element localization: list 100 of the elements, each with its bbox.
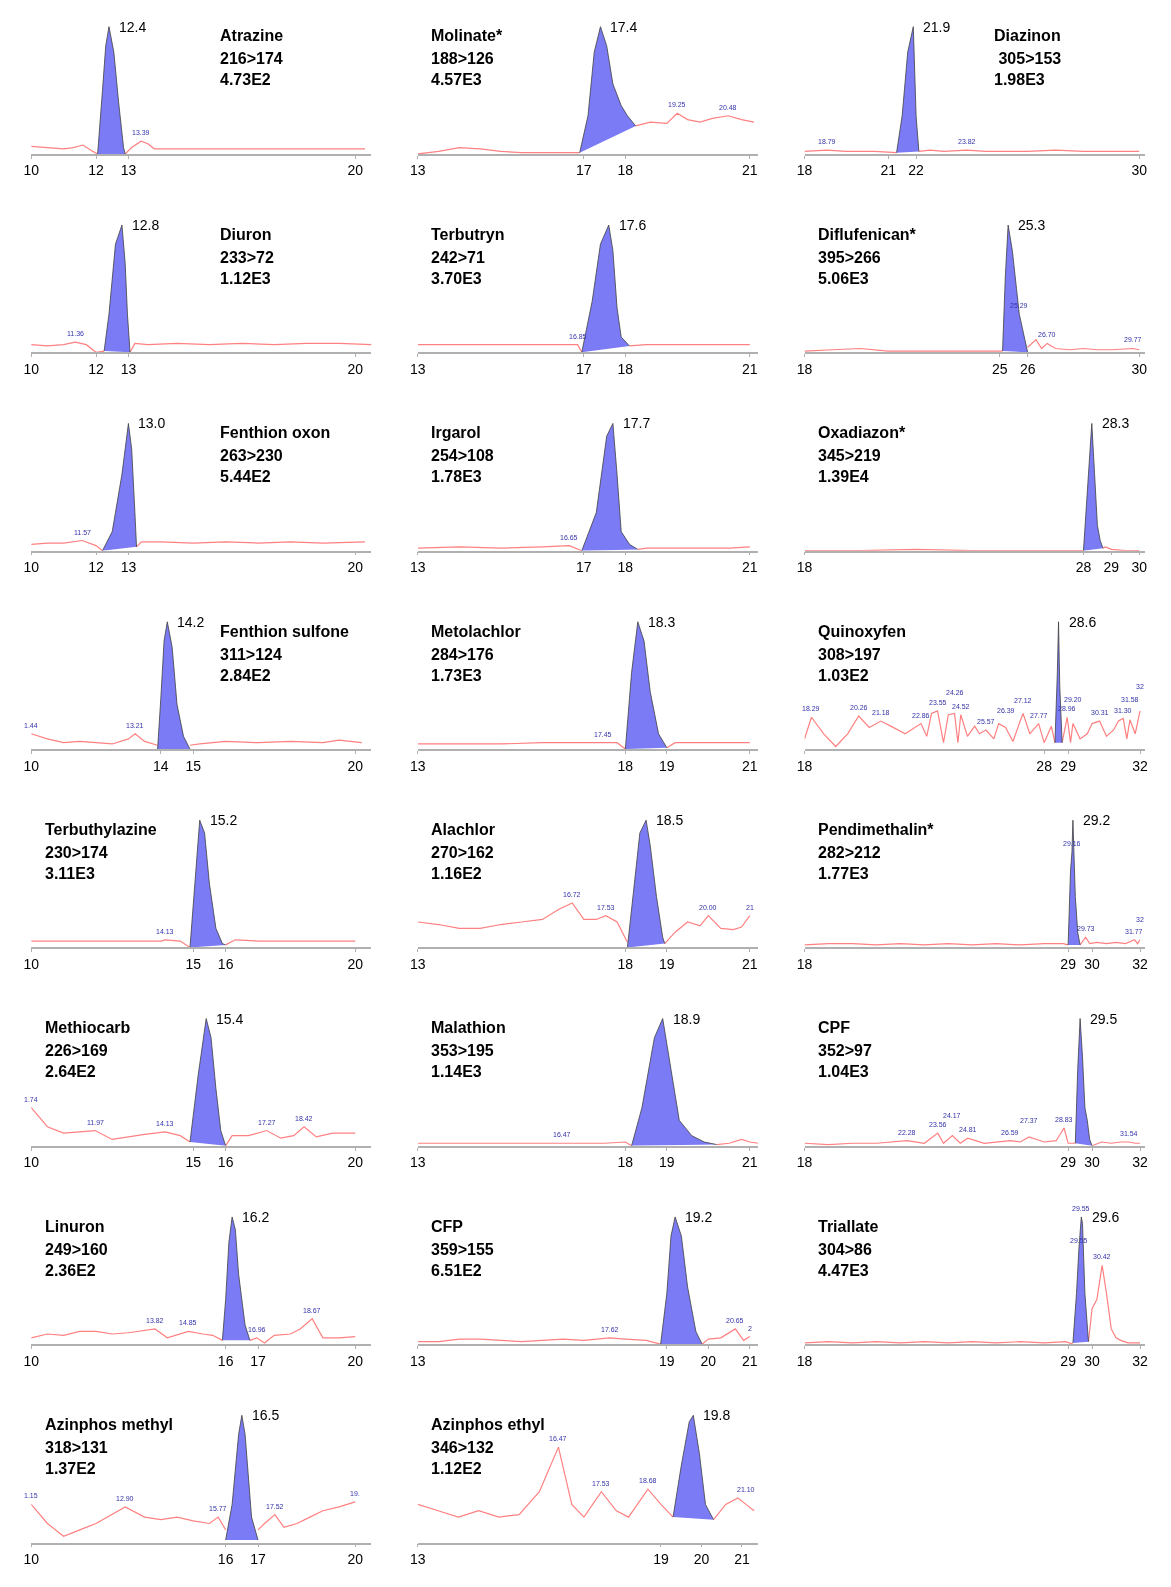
chart-title: Malathion [431,1019,506,1036]
x-tick-label: 10 [23,360,40,377]
x-tick-label: 15 [185,757,202,774]
x-tick-label: 30 [1131,162,1148,179]
x-tick-label: 17 [250,1551,267,1568]
chart-title: Metolachlor [431,623,521,640]
annotation: 19.8 [703,1407,731,1423]
chart-title: Diuron [220,226,272,243]
text: 359>155 6.51E2 [431,1241,494,1279]
text: 318>131 1.37E2 [45,1439,108,1477]
annotation: 19.2 [685,1209,713,1225]
x-tick-label: 20 [347,360,364,377]
x-tick-label: 14 [153,757,169,774]
chart-title: Terbuthylazine [45,821,157,838]
x-tick-label: 29 [1060,1352,1077,1369]
text: 395>266 5.06E3 [818,249,881,287]
x-tick-label: 16 [217,1352,234,1369]
text: 230>174 3.11E3 [45,844,108,882]
annotation: 12.8 [132,217,160,233]
x-tick-label: 13 [410,559,426,576]
chart-title: CFP [431,1218,464,1235]
x-tick-label: 19 [659,757,675,774]
x-tick-label: 26 [1019,360,1036,377]
x-tick-label: 18 [617,559,634,576]
x-tick-label: 10 [23,1154,40,1171]
x-tick-label: 21 [742,1154,758,1171]
text: 254>108 1.78E3 [431,447,494,485]
text: 308>197 1.03E2 [818,646,881,684]
x-tick-label: 22 [908,162,925,179]
x-tick-label: 18 [617,955,634,972]
text: 304>86 4.47E3 [818,1241,872,1279]
x-tick-label: 13 [410,1551,426,1568]
chart-title: Irgarol [431,424,481,441]
x-tick-label: 13 [120,360,137,377]
x-tick-label: 21 [734,1551,750,1568]
x-tick-label: 29 [1060,955,1077,972]
x-tick-label: 18 [796,559,813,576]
x-tick-label: 21 [880,162,897,179]
x-tick-label: 30 [1084,1352,1101,1369]
x-tick-label: 32 [1132,955,1148,972]
x-tick-label: 13 [410,360,426,377]
x-tick-label: 19 [659,1352,675,1369]
x-tick-label: 13 [120,559,137,576]
text: 284>176 1.73E3 [431,646,494,684]
annotation: 17.4 [610,19,638,35]
text: 270>162 1.16E2 [431,844,494,882]
annotation: 12.4 [119,19,147,35]
chart-title: Molinate* [431,27,503,44]
x-tick-label: 29 [1103,559,1120,576]
x-tick-label: 10 [23,1551,40,1568]
annotation: 14.2 [177,614,205,630]
x-tick-label: 10 [23,162,40,179]
x-tick-label: 13 [410,757,426,774]
x-tick-label: 20 [347,1154,364,1171]
text: 216>174 4.73E2 [220,50,283,88]
x-tick-label: 19 [659,1154,675,1171]
x-tick-label: 13 [410,162,426,179]
x-tick-label: 32 [1132,1352,1148,1369]
text: 233>72 1.12E3 [220,249,274,287]
x-tick-label: 21 [742,360,758,377]
annotation: 17.6 [619,217,647,233]
annotation: 15.2 [210,812,238,828]
annotation: 18.5 [656,812,684,828]
x-tick-label: 13 [410,955,426,972]
x-tick-label: 16 [217,955,234,972]
chart-title: Azinphos ethyl [431,1416,545,1433]
x-tick-label: 18 [617,757,634,774]
text: 188>126 4.57E3 [431,50,494,88]
x-tick-label: 18 [796,162,813,179]
annotation: 16.5 [252,1407,280,1423]
text: 263>230 5.44E2 [220,447,283,485]
annotation: 15.4 [216,1011,244,1027]
text: 352>97 1.04E3 [818,1042,872,1080]
x-tick-label: 20 [347,162,364,179]
x-tick-label: 20 [347,1352,364,1369]
x-tick-label: 12 [88,162,105,179]
annotation: 29.6 [1092,1209,1120,1225]
text: 305>153 1.98E3 [994,50,1062,88]
x-tick-label: 12 [88,559,105,576]
x-tick-label: 13 [410,1154,426,1171]
x-tick-label: 28 [1036,757,1053,774]
x-tick-label: 21 [742,559,758,576]
chart-title: Oxadiazon* [818,424,906,441]
x-tick-label: 32 [1132,1154,1148,1171]
x-tick-label: 20 [347,757,364,774]
x-tick-label: 19 [653,1551,669,1568]
x-tick-label: 18 [617,360,634,377]
x-tick-label: 20 [700,1352,717,1369]
chart-title: Linuron [45,1218,105,1235]
chart-title: Fenthion sulfone [220,623,349,640]
x-tick-label: 10 [23,757,40,774]
annotation: 29.5 [1090,1011,1118,1027]
text: 346>132 1.12E2 [431,1439,494,1477]
annotation: 21.9 [923,19,951,35]
x-tick-label: 16 [217,1154,234,1171]
text: 353>195 1.14E3 [431,1042,494,1080]
x-tick-label: 30 [1131,559,1148,576]
x-tick-label: 20 [347,955,364,972]
x-tick-label: 15 [185,1154,202,1171]
annotation: 16.2 [242,1209,270,1225]
